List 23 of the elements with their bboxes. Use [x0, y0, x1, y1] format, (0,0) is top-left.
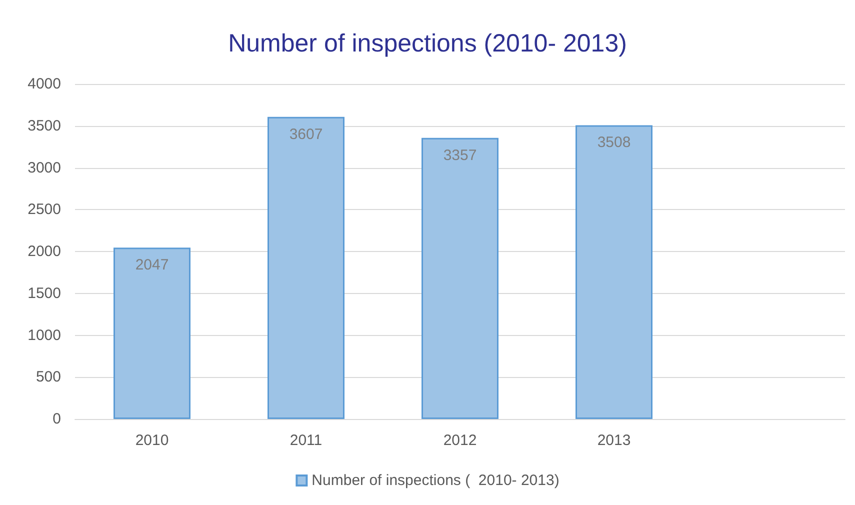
y-tick-label: 3500 [28, 117, 61, 134]
y-tick-label: 1000 [28, 326, 61, 344]
data-label: 3357 [443, 146, 477, 164]
x-tick-label: 2013 [597, 432, 631, 449]
y-tick-label: 3000 [28, 159, 61, 176]
bar [114, 248, 190, 419]
data-label: 2047 [135, 256, 169, 274]
x-tick-label: 2010 [135, 432, 169, 449]
data-label: 3607 [289, 126, 323, 143]
y-tick-label: 2500 [28, 201, 61, 218]
y-tick-label: 4000 [28, 76, 61, 92]
x-tick-label: 2011 [290, 432, 322, 449]
y-tick-label: 0 [52, 410, 61, 428]
bar [268, 116, 344, 419]
bar [422, 138, 498, 419]
y-tick-label: 2000 [28, 243, 61, 260]
legend-label: Number of inspections ( 2010- 2013) [312, 472, 560, 489]
chart-title: Number of inspections (2010- 2013) [228, 30, 627, 58]
y-tick-label: 1500 [28, 284, 61, 302]
bar [576, 125, 652, 419]
x-tick-label: 2012 [443, 432, 477, 449]
data-label: 3508 [597, 134, 631, 152]
y-tick-label: 500 [36, 368, 61, 386]
